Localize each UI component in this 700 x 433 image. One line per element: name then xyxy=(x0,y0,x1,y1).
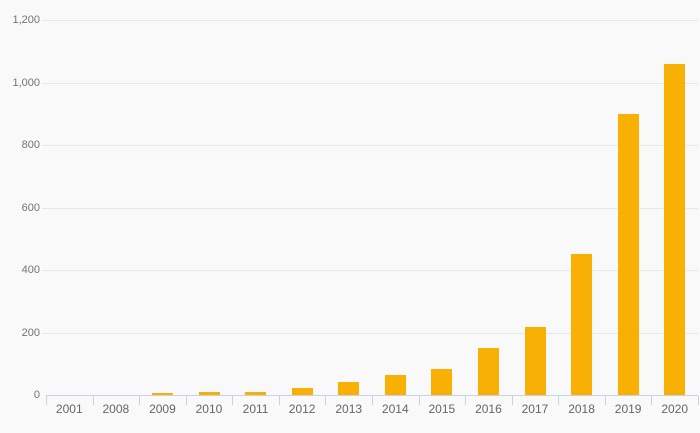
y-axis-label-600: 600 xyxy=(21,201,40,214)
x-axis-tick xyxy=(698,396,699,405)
x-axis-tick xyxy=(604,396,606,405)
y-axis-label-400: 400 xyxy=(21,264,40,276)
x-axis-tick xyxy=(139,396,141,405)
x-axis-label-2014: 2014 xyxy=(381,402,409,416)
y-axis-label-1,200: 1,200 xyxy=(12,14,40,26)
x-axis-tick xyxy=(278,396,280,405)
x-axis-label-2001: 2001 xyxy=(55,402,83,416)
gridline-600 xyxy=(42,207,698,209)
x-axis-label-2013: 2013 xyxy=(335,402,363,416)
bar-2019[interactable] xyxy=(617,114,639,395)
bar-2020[interactable] xyxy=(664,64,686,395)
x-axis-tick xyxy=(465,396,467,405)
bar-2018[interactable] xyxy=(571,254,593,395)
x-axis-tick xyxy=(372,396,373,405)
x-axis-tick xyxy=(651,396,653,405)
x-axis-label-2010: 2010 xyxy=(195,402,223,416)
x-axis-tick xyxy=(185,396,187,405)
x-axis-tick xyxy=(511,396,513,405)
x-axis-tick xyxy=(418,396,420,405)
y-axis-label-0: 0 xyxy=(33,389,40,401)
gridline-800 xyxy=(42,145,698,146)
x-axis-label-2018: 2018 xyxy=(568,402,595,416)
x-axis-tick xyxy=(325,396,327,405)
x-axis-label-2009: 2009 xyxy=(149,402,176,416)
bar-2013[interactable] xyxy=(338,382,360,395)
x-axis-label-2015: 2015 xyxy=(428,402,456,416)
y-axis-label-200: 200 xyxy=(21,326,40,339)
bar-2012[interactable] xyxy=(291,388,313,395)
x-axis-label-2020: 2020 xyxy=(661,402,689,416)
x-axis-label-2008: 2008 xyxy=(102,402,130,416)
bar-2010[interactable] xyxy=(198,392,220,395)
bar-2015[interactable] xyxy=(431,369,453,395)
x-axis-line xyxy=(46,395,698,396)
gridline-400 xyxy=(42,270,698,271)
x-axis-label-2011: 2011 xyxy=(242,402,269,416)
y-axis-label-800: 800 xyxy=(21,139,40,151)
x-axis-tick xyxy=(92,396,94,405)
x-axis-tick xyxy=(232,396,234,405)
x-axis-tick xyxy=(558,396,560,405)
bar-2009[interactable] xyxy=(151,393,173,395)
x-axis-label-2019: 2019 xyxy=(614,402,642,416)
bar-2011[interactable] xyxy=(245,392,267,395)
gridline-1,200 xyxy=(42,20,698,21)
x-axis-label-2012: 2012 xyxy=(288,402,316,416)
y-axis-label-1,000: 1,000 xyxy=(12,76,40,89)
x-axis-tick xyxy=(46,396,47,405)
bar-2017[interactable] xyxy=(524,327,546,395)
gridline-200 xyxy=(42,332,698,334)
x-axis-label-2017: 2017 xyxy=(521,402,549,416)
gridline-1,000 xyxy=(42,82,698,84)
x-axis-label-2016: 2016 xyxy=(475,402,502,416)
bar-2016[interactable] xyxy=(477,348,499,395)
bar-2014[interactable] xyxy=(384,375,406,395)
